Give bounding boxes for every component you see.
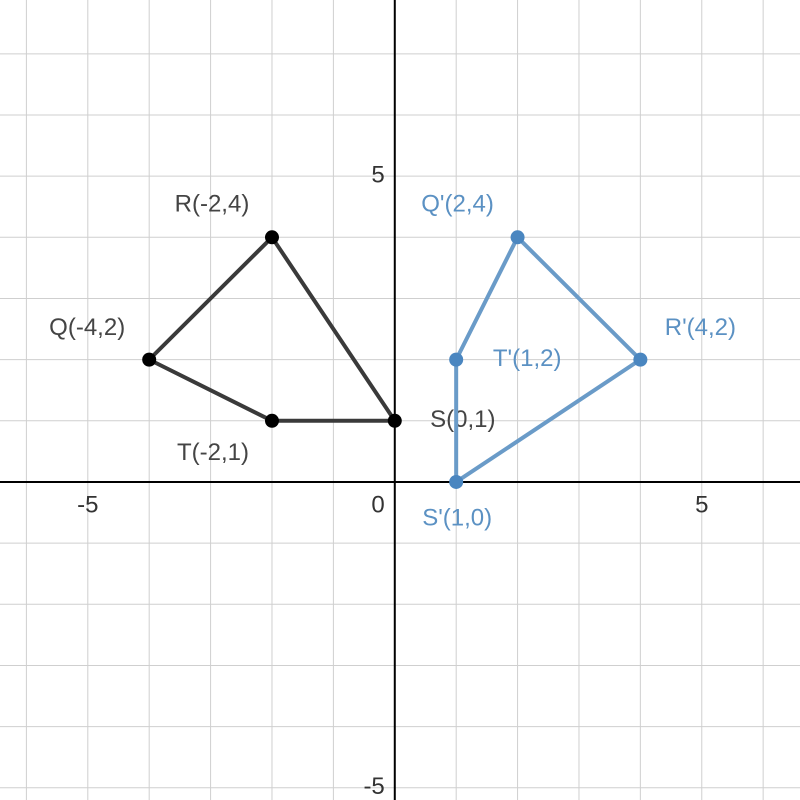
point [633, 352, 648, 367]
point-label: S(0,1) [430, 406, 495, 433]
point [264, 230, 279, 245]
point [142, 352, 157, 367]
point [387, 413, 402, 428]
point [510, 230, 525, 245]
y-tick-label: -5 [363, 773, 384, 800]
point [264, 413, 279, 428]
point [449, 474, 464, 489]
x-tick-label: 0 [371, 491, 384, 518]
x-tick-label: -5 [77, 491, 98, 518]
point-label: T(-2,1) [177, 439, 249, 466]
point-label: R(-2,4) [175, 191, 250, 218]
point-label: S'(1,0) [422, 504, 492, 531]
point [449, 352, 464, 367]
point-label: T'(1,2) [493, 345, 562, 372]
point-label: Q'(2,4) [421, 191, 494, 218]
point-label: Q(-4,2) [49, 314, 125, 341]
x-tick-label: 5 [695, 491, 708, 518]
point-label: R'(4,2) [665, 314, 736, 341]
y-tick-label: 5 [371, 161, 384, 188]
